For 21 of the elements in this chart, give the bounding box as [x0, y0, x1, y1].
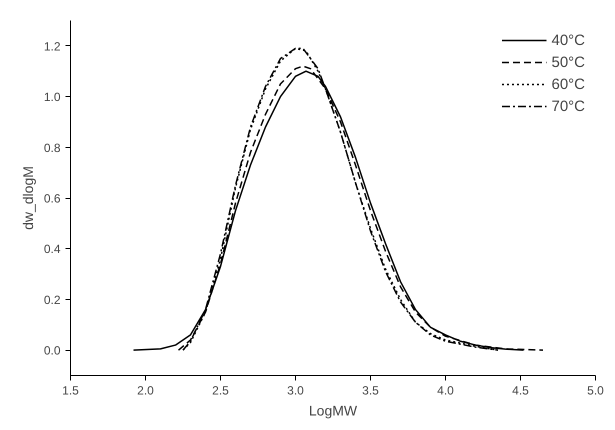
- y-tick-label: 0.4: [44, 242, 61, 256]
- legend-label: 70°C: [551, 98, 585, 114]
- x-tick-label: 2.5: [212, 384, 230, 398]
- x-tick-label: 2.0: [137, 384, 154, 398]
- x-axis-title: LogMW: [308, 402, 358, 418]
- y-tick-label: 1.0: [44, 90, 61, 104]
- y-tick-label: 0.6: [44, 192, 61, 206]
- legend-label: 40°C: [551, 32, 585, 48]
- x-tick-label: 1.5: [62, 384, 80, 398]
- y-tick-label: 1.2: [44, 39, 61, 54]
- y-tick-label: 0.2: [44, 292, 61, 307]
- x-tick-label: 4.5: [512, 384, 530, 398]
- x-tick-label: 4.0: [437, 384, 454, 398]
- y-tick-label: 0.0: [44, 344, 61, 358]
- x-tick-label: 5.0: [587, 384, 604, 398]
- y-tick-label: 0.8: [44, 140, 61, 155]
- x-tick-label: 3.0: [287, 384, 304, 398]
- legend-label: 50°C: [551, 54, 585, 70]
- legend-label: 60°C: [551, 76, 585, 92]
- y-axis-title: dw_dlogM: [20, 166, 36, 230]
- x-tick-label: 3.5: [362, 384, 380, 398]
